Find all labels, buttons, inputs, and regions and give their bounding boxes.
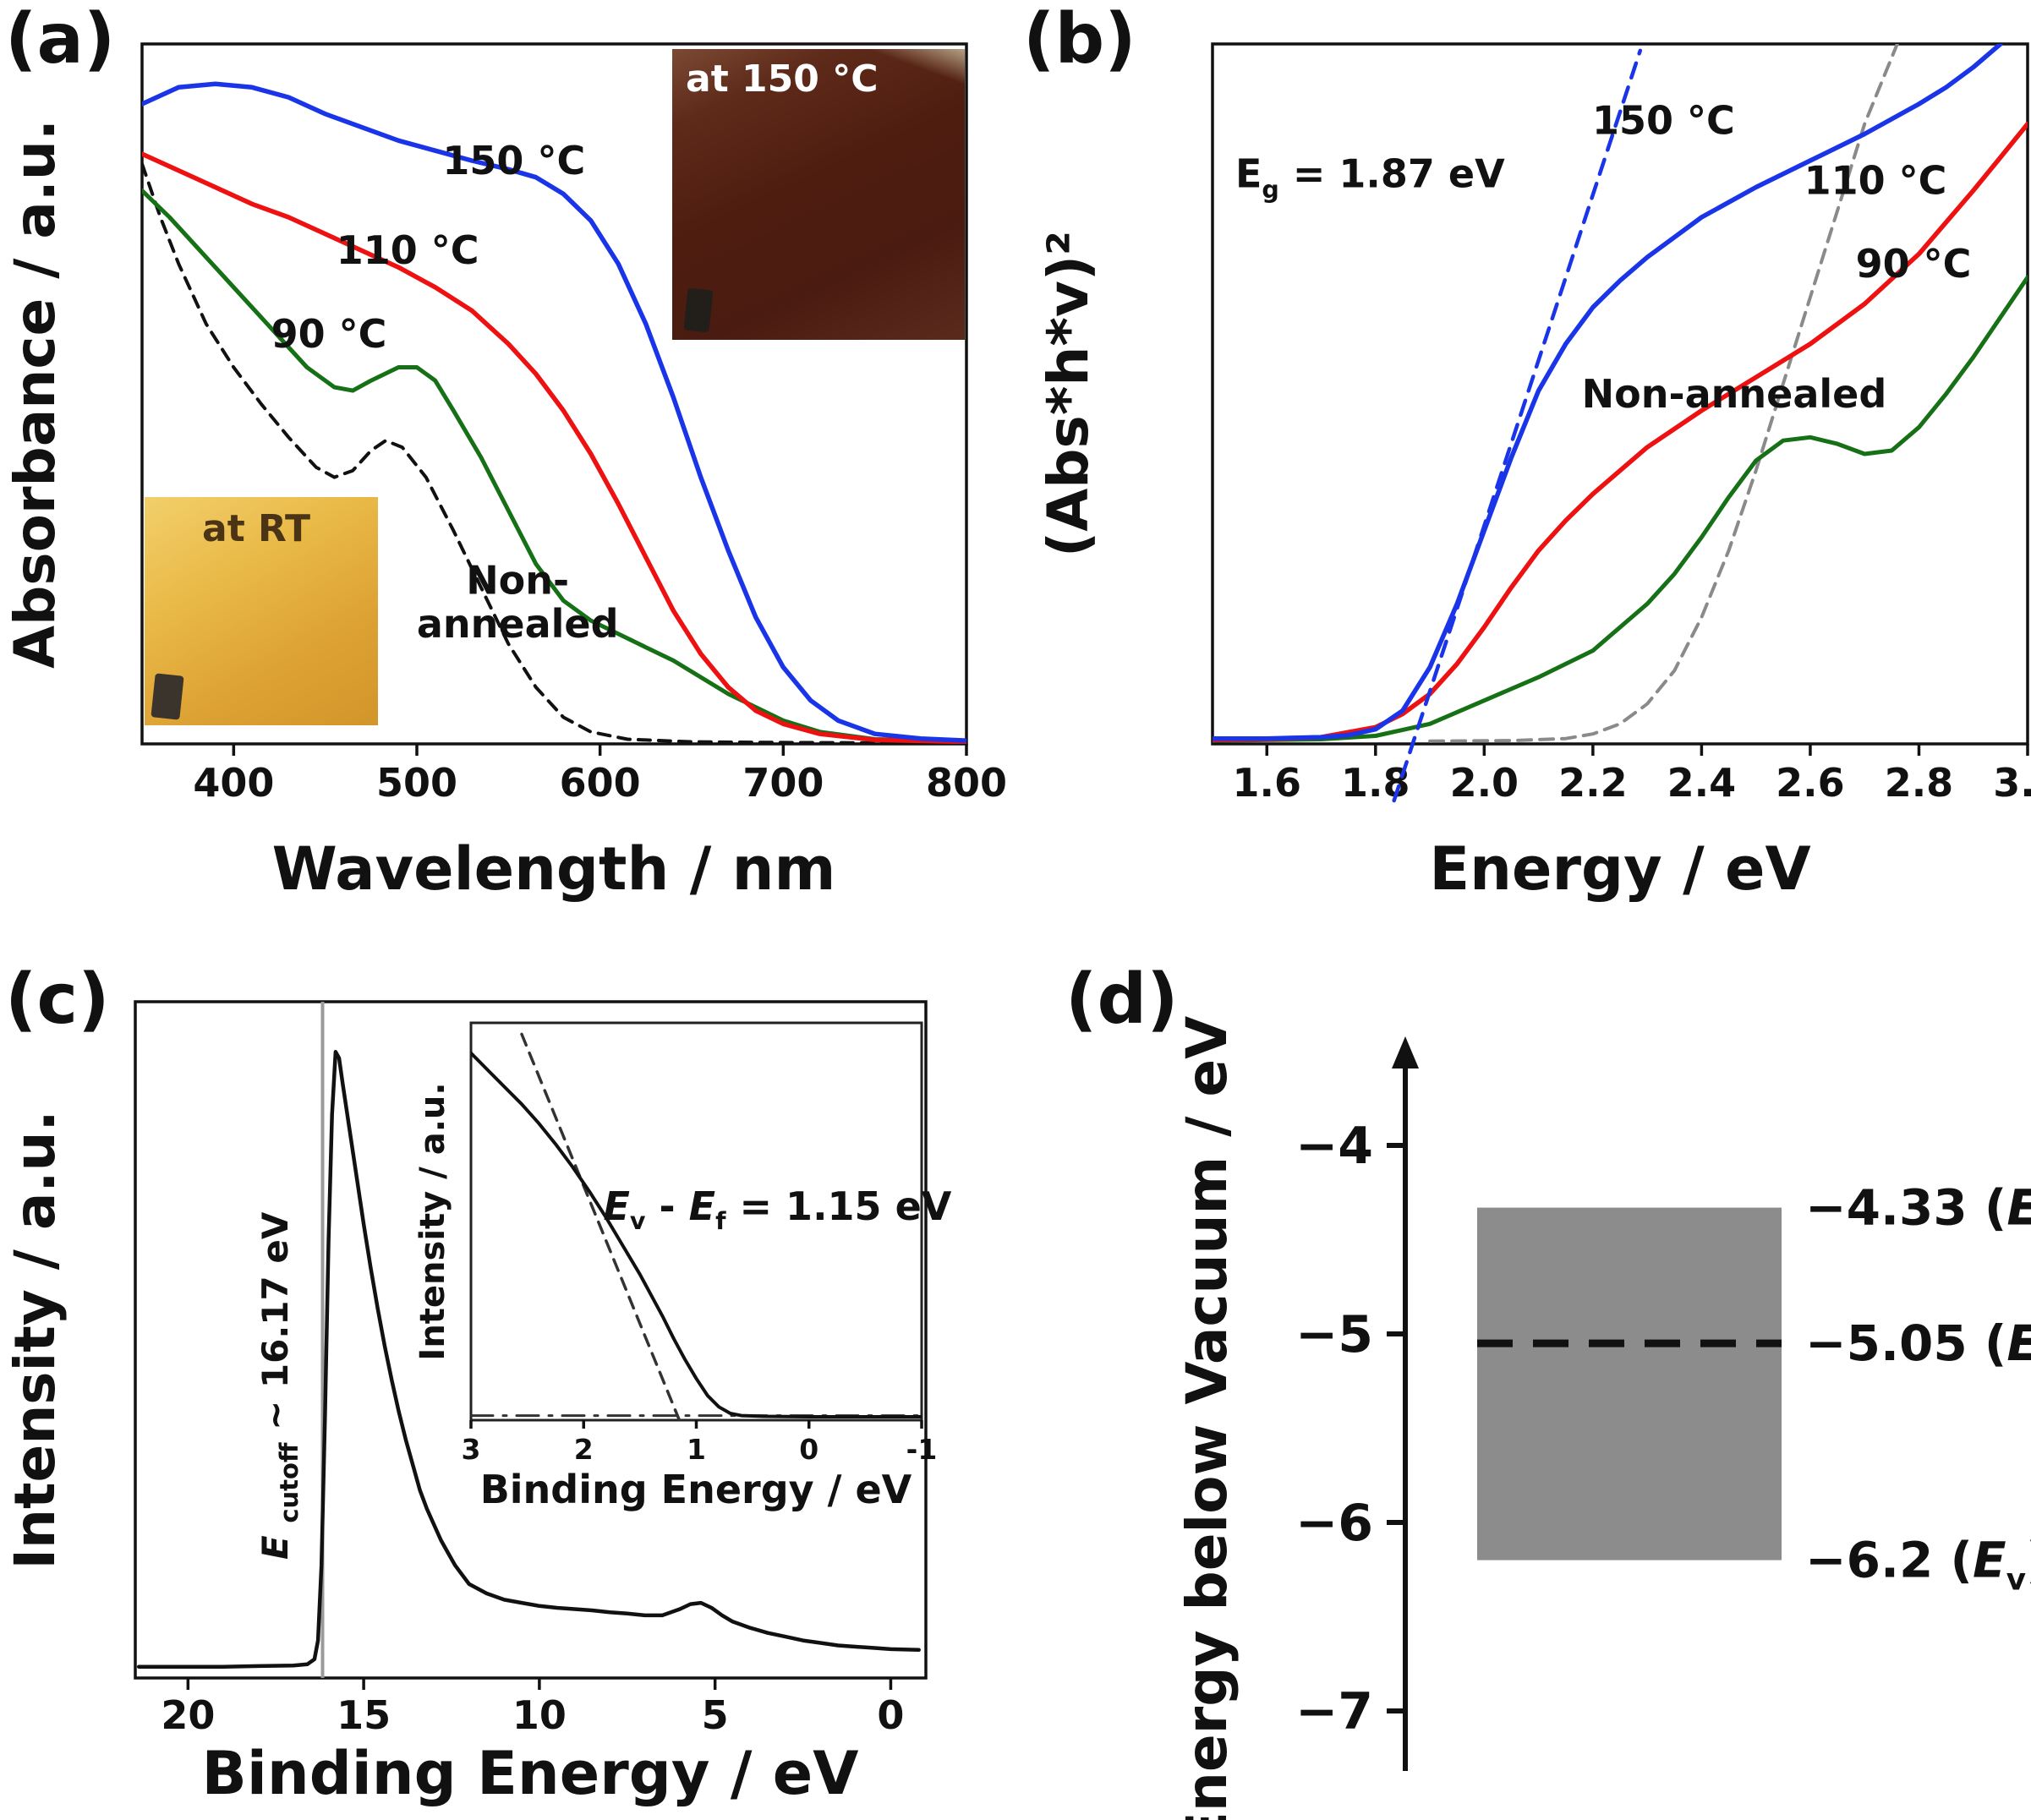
series-curves-c [136, 1002, 921, 1678]
x-axis-ticks-c-inset: 3 2 1 0 -1 [462, 1420, 938, 1466]
annotation-150-c: 150 °C [442, 138, 585, 183]
cutoff-subscript: cutoff [275, 1442, 304, 1523]
level-label-fermi: −5.05 (Ef) [1805, 1314, 2031, 1380]
annotation-90-c: 90 °C [271, 311, 387, 357]
inset-frame [469, 1021, 923, 1422]
annotation-label: Eg = 1.87 eV [1235, 151, 1505, 204]
curve-110-c [1213, 121, 2028, 743]
panel-a-tag: (a) [5, 0, 115, 79]
curve-non-annealed [142, 161, 966, 744]
tick-label: 2.2 [1558, 760, 1628, 806]
level-label-conduction: −4.33 (Ec) [1805, 1179, 2031, 1245]
x-axis-label-b: Energy / eV [1429, 834, 1810, 904]
inset-photo-150c-label: at 150 °C [686, 57, 879, 101]
panel-d-energy-diagram: (d) −4 −5 −6 −7 −4.33 (Ec) −5.05 (Ef) −6.2 (Ev… [1065, 959, 2031, 1820]
tick-label: 3 [462, 1433, 481, 1466]
band-box [1477, 1207, 1782, 1560]
plot-frame-b [1211, 42, 2029, 746]
inset-photo-room-temp: at RT [145, 497, 378, 725]
tick-label: 600 [560, 760, 641, 806]
x-axis-label-a: Wavelength / nm [272, 834, 836, 904]
y-axis-label-a: Absorbance / a.u. [3, 119, 68, 669]
tick-label: 700 [742, 760, 824, 806]
tick-label: 1.6 [1233, 760, 1302, 806]
curve-150-c [1213, 44, 2003, 741]
annotation-150-c: 150 °C [1592, 97, 1735, 143]
curve-valence-edge [471, 1051, 922, 1418]
series-curves-a: 150 °C 110 °C 90 °C Non-annealed [142, 81, 966, 744]
x-axis-ticks-a: 400 500 600 700 800 [193, 744, 1007, 806]
panel-c-tag: (c) [5, 959, 110, 1040]
tick-label: 2.6 [1776, 760, 1845, 806]
d-tick-label: −7 [1295, 1682, 1373, 1741]
x-axis-ticks-c: 20 15 10 5 0 [161, 1678, 904, 1738]
tick-label: 2 [574, 1433, 594, 1466]
curve-non-annealed [1428, 44, 1899, 743]
cutoff-value: ~ 16.17 eV [255, 1211, 296, 1430]
annotation-110-c: 110 °C [1804, 157, 1947, 203]
tick-label: 0 [877, 1692, 904, 1738]
tick-label: 20 [161, 1692, 215, 1738]
curve-ups-spectrum [136, 1050, 921, 1669]
panel-a-absorbance-chart: (a) 400 500 600 700 800 150 °C 110 °C 90 °C Non… [3, 0, 1007, 904]
plot-frame-c [134, 1000, 928, 1680]
x-axis-label-c: Binding Energy / eV [202, 1739, 859, 1808]
tick-label: 2.0 [1450, 760, 1519, 806]
curve-150-c [142, 81, 966, 743]
annotation-90-c: 90 °C [1856, 241, 1972, 287]
annotation-non-annealed: Non-annealed [417, 558, 619, 648]
d-tick-label: −5 [1295, 1305, 1373, 1364]
annotation-110-c: 110 °C [337, 227, 479, 273]
tick-label: 400 [193, 760, 274, 806]
d-tick-label: −4 [1295, 1117, 1373, 1176]
tick-label: 800 [926, 760, 1007, 806]
y-axis-label-c: Intensity / a.u. [3, 1110, 68, 1569]
level-label-valence: −6.2 (Ev) [1805, 1532, 2031, 1598]
tick-label: 10 [512, 1692, 567, 1738]
curve-90-c [1213, 275, 2028, 743]
tick-label: 500 [376, 760, 457, 806]
panel-c-ups-spectrum: (c) 20 15 10 5 0 E cutoff ~ 16.17 eV 3 2 1 0 -1 … [3, 959, 952, 1808]
tick-label: 2.8 [1885, 760, 1954, 806]
d-tick-label: −6 [1295, 1494, 1373, 1553]
tick-label: 2.4 [1667, 760, 1736, 806]
annotation-non-annealed: Non-annealed [1582, 371, 1887, 417]
inset-x-axis-label: Binding Energy / eV [480, 1467, 912, 1512]
tick-label: 0 [799, 1433, 818, 1466]
series-curves-c-inset: Ev - Ef = 1.15 eV [471, 1032, 952, 1420]
x-axis-ticks-b: 1.6 1.8 2.0 2.2 2.4 2.6 2.8 3.0 [1233, 744, 2031, 806]
plot-frame-a [140, 42, 968, 746]
tick-label: 5 [702, 1692, 729, 1738]
binder-clip-object [151, 673, 184, 720]
curve-110-c [142, 151, 966, 744]
annotation-label: Ev - Ef = 1.15 eV [603, 1183, 951, 1235]
energy-levels-group: −4 −5 −6 −7 −4.33 (Ec) −5.05 (Ef) −6.2 (Ev) [1295, 1117, 2031, 1741]
cutoff-energy-label: E cutoff ~ 16.17 eV [255, 1211, 306, 1560]
tick-label: 15 [337, 1692, 391, 1738]
inset-photo-rt-label: at RT [202, 507, 310, 550]
y-axis-label-d: Energy below Vacuum / eV [1174, 1016, 1240, 1820]
curve-tauc-tangent [1392, 48, 1643, 803]
inset-y-axis-label: Intensity / a.u. [413, 1082, 452, 1360]
panel-d-tag: (d) [1065, 959, 1179, 1040]
curve-90-c [142, 189, 966, 744]
y-axis-label-b: (Abs*h*v)² [1036, 231, 1101, 557]
inset-photo-annealed-150c: at 150 °C [672, 49, 965, 340]
tick-label: 3.0 [1993, 760, 2031, 806]
tick-label: -1 [906, 1433, 938, 1466]
tick-label: 1 [687, 1433, 706, 1466]
series-curves-b: Eg = 1.87 eV 150 °C 110 °C 90 °C Non-anneale… [1213, 44, 2028, 803]
axis-arrowhead [1392, 1036, 1419, 1068]
tick-label: 1.8 [1341, 760, 1410, 806]
binder-clip-object [683, 287, 714, 333]
panel-b-tauc-plot: (b) 1.6 1.8 2.0 2.2 2.4 2.6 2.8 3.0 Eg = 1.87 e… [1023, 0, 2031, 904]
curve-tangent [520, 1032, 682, 1420]
cutoff-symbol: E [255, 1535, 296, 1560]
panel-b-tag: (b) [1023, 0, 1136, 79]
